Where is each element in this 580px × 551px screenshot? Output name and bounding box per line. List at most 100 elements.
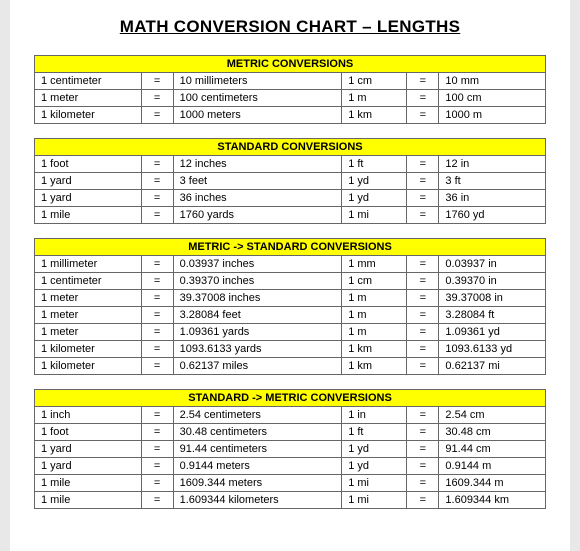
value-abbr: 1000 m	[439, 107, 546, 124]
unit-abbr: 1 km	[342, 107, 407, 124]
equals: =	[141, 424, 173, 441]
equals: =	[407, 341, 439, 358]
table-row: 1 foot=30.48 centimeters1 ft=30.48 cm	[35, 424, 546, 441]
equals: =	[141, 256, 173, 273]
table-row: 1 foot=12 inches1 ft=12 in	[35, 156, 546, 173]
unit-abbr: 1 cm	[342, 273, 407, 290]
value-long: 36 inches	[173, 190, 342, 207]
value-long: 91.44 centimeters	[173, 441, 342, 458]
unit-abbr: 1 mi	[342, 207, 407, 224]
equals: =	[141, 458, 173, 475]
value-abbr: 1609.344 m	[439, 475, 546, 492]
table-row: 1 yard=0.9144 meters1 yd=0.9144 m	[35, 458, 546, 475]
unit-long: 1 centimeter	[35, 273, 142, 290]
value-long: 3 feet	[173, 173, 342, 190]
unit-long: 1 mile	[35, 207, 142, 224]
value-abbr: 100 cm	[439, 90, 546, 107]
value-abbr: 30.48 cm	[439, 424, 546, 441]
unit-abbr: 1 yd	[342, 190, 407, 207]
equals: =	[407, 358, 439, 375]
unit-abbr: 1 in	[342, 407, 407, 424]
value-long: 2.54 centimeters	[173, 407, 342, 424]
unit-long: 1 meter	[35, 90, 142, 107]
value-long: 0.03937 inches	[173, 256, 342, 273]
value-abbr: 1.09361 yd	[439, 324, 546, 341]
unit-abbr: 1 ft	[342, 156, 407, 173]
unit-abbr: 1 km	[342, 341, 407, 358]
value-long: 1093.6133 yards	[173, 341, 342, 358]
value-abbr: 0.03937 in	[439, 256, 546, 273]
unit-abbr: 1 m	[342, 324, 407, 341]
value-abbr: 1093.6133 yd	[439, 341, 546, 358]
table-row: 1 centimeter=10 millimeters1 cm=10 mm	[35, 73, 546, 90]
equals: =	[141, 73, 173, 90]
table-row: 1 inch=2.54 centimeters1 in=2.54 cm	[35, 407, 546, 424]
equals: =	[141, 273, 173, 290]
equals: =	[407, 424, 439, 441]
value-abbr: 2.54 cm	[439, 407, 546, 424]
equals: =	[407, 307, 439, 324]
equals: =	[407, 207, 439, 224]
equals: =	[407, 156, 439, 173]
unit-long: 1 kilometer	[35, 107, 142, 124]
value-abbr: 39.37008 in	[439, 290, 546, 307]
value-abbr: 0.39370 in	[439, 273, 546, 290]
conversion-table: STANDARD CONVERSIONS1 foot=12 inches1 ft…	[34, 138, 546, 224]
unit-abbr: 1 mm	[342, 256, 407, 273]
value-long: 1.609344 kilometers	[173, 492, 342, 509]
equals: =	[407, 407, 439, 424]
value-abbr: 36 in	[439, 190, 546, 207]
conversion-table: METRIC CONVERSIONS1 centimeter=10 millim…	[34, 55, 546, 124]
table-row: 1 kilometer=1093.6133 yards1 km=1093.613…	[35, 341, 546, 358]
unit-long: 1 foot	[35, 156, 142, 173]
equals: =	[141, 290, 173, 307]
unit-long: 1 foot	[35, 424, 142, 441]
value-long: 12 inches	[173, 156, 342, 173]
equals: =	[407, 441, 439, 458]
value-long: 100 centimeters	[173, 90, 342, 107]
conversion-table: STANDARD -> METRIC CONVERSIONS1 inch=2.5…	[34, 389, 546, 509]
unit-long: 1 meter	[35, 324, 142, 341]
value-abbr: 1.609344 km	[439, 492, 546, 509]
value-abbr: 12 in	[439, 156, 546, 173]
conversion-table: METRIC -> STANDARD CONVERSIONS1 millimet…	[34, 238, 546, 375]
table-row: 1 meter=100 centimeters1 m=100 cm	[35, 90, 546, 107]
value-long: 3.28084 feet	[173, 307, 342, 324]
unit-long: 1 yard	[35, 173, 142, 190]
equals: =	[141, 441, 173, 458]
unit-long: 1 millimeter	[35, 256, 142, 273]
unit-long: 1 yard	[35, 441, 142, 458]
unit-abbr: 1 mi	[342, 492, 407, 509]
unit-abbr: 1 ft	[342, 424, 407, 441]
table-row: 1 mile=1760 yards1 mi=1760 yd	[35, 207, 546, 224]
equals: =	[141, 207, 173, 224]
tables-container: METRIC CONVERSIONS1 centimeter=10 millim…	[34, 55, 546, 509]
table-row: 1 yard=3 feet1 yd=3 ft	[35, 173, 546, 190]
value-abbr: 3 ft	[439, 173, 546, 190]
unit-long: 1 meter	[35, 290, 142, 307]
page-title: MATH CONVERSION CHART – LENGTHS	[34, 17, 546, 37]
equals: =	[141, 492, 173, 509]
value-long: 1.09361 yards	[173, 324, 342, 341]
value-abbr: 3.28084 ft	[439, 307, 546, 324]
equals: =	[407, 190, 439, 207]
unit-abbr: 1 yd	[342, 458, 407, 475]
unit-long: 1 kilometer	[35, 341, 142, 358]
equals: =	[407, 256, 439, 273]
equals: =	[407, 90, 439, 107]
equals: =	[141, 475, 173, 492]
value-long: 1760 yards	[173, 207, 342, 224]
equals: =	[407, 458, 439, 475]
unit-long: 1 centimeter	[35, 73, 142, 90]
equals: =	[141, 407, 173, 424]
value-abbr: 0.62137 mi	[439, 358, 546, 375]
table-row: 1 yard=36 inches1 yd=36 in	[35, 190, 546, 207]
unit-abbr: 1 yd	[342, 441, 407, 458]
value-long: 0.39370 inches	[173, 273, 342, 290]
table-row: 1 kilometer=0.62137 miles1 km=0.62137 mi	[35, 358, 546, 375]
value-long: 30.48 centimeters	[173, 424, 342, 441]
value-long: 39.37008 inches	[173, 290, 342, 307]
unit-abbr: 1 km	[342, 358, 407, 375]
table-row: 1 kilometer=1000 meters1 km=1000 m	[35, 107, 546, 124]
unit-long: 1 meter	[35, 307, 142, 324]
